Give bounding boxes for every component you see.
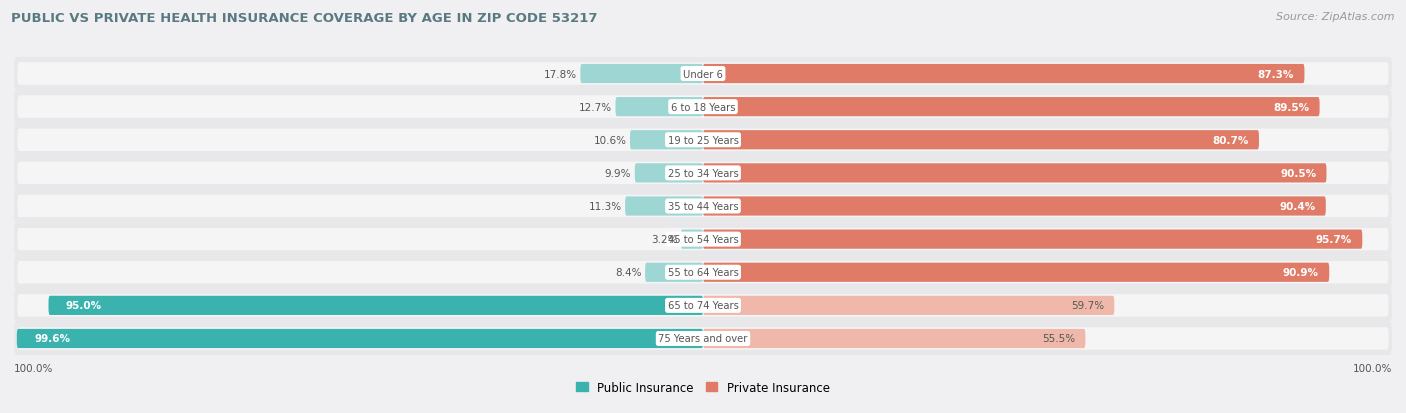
Text: 17.8%: 17.8% bbox=[544, 69, 576, 79]
FancyBboxPatch shape bbox=[14, 58, 1392, 91]
Text: 10.6%: 10.6% bbox=[593, 135, 627, 145]
Text: 65 to 74 Years: 65 to 74 Years bbox=[668, 301, 738, 311]
Text: 19 to 25 Years: 19 to 25 Years bbox=[668, 135, 738, 145]
FancyBboxPatch shape bbox=[645, 263, 703, 282]
FancyBboxPatch shape bbox=[14, 190, 1392, 223]
FancyBboxPatch shape bbox=[703, 230, 1362, 249]
FancyBboxPatch shape bbox=[14, 157, 1392, 190]
FancyBboxPatch shape bbox=[703, 197, 1326, 216]
Legend: Public Insurance, Private Insurance: Public Insurance, Private Insurance bbox=[571, 376, 835, 399]
Text: 59.7%: 59.7% bbox=[1071, 301, 1104, 311]
FancyBboxPatch shape bbox=[681, 230, 703, 249]
Text: 3.2%: 3.2% bbox=[651, 235, 678, 244]
FancyBboxPatch shape bbox=[17, 261, 1389, 284]
FancyBboxPatch shape bbox=[17, 129, 1389, 152]
FancyBboxPatch shape bbox=[703, 329, 1085, 348]
Text: 95.0%: 95.0% bbox=[66, 301, 101, 311]
FancyBboxPatch shape bbox=[14, 322, 1392, 355]
FancyBboxPatch shape bbox=[17, 63, 1389, 85]
FancyBboxPatch shape bbox=[17, 195, 1389, 218]
Text: 87.3%: 87.3% bbox=[1258, 69, 1294, 79]
FancyBboxPatch shape bbox=[616, 98, 703, 117]
FancyBboxPatch shape bbox=[14, 289, 1392, 322]
Text: 35 to 44 Years: 35 to 44 Years bbox=[668, 202, 738, 211]
Text: 8.4%: 8.4% bbox=[616, 268, 641, 278]
Text: 80.7%: 80.7% bbox=[1212, 135, 1249, 145]
Text: PUBLIC VS PRIVATE HEALTH INSURANCE COVERAGE BY AGE IN ZIP CODE 53217: PUBLIC VS PRIVATE HEALTH INSURANCE COVER… bbox=[11, 12, 598, 25]
FancyBboxPatch shape bbox=[626, 197, 703, 216]
Text: 45 to 54 Years: 45 to 54 Years bbox=[668, 235, 738, 244]
FancyBboxPatch shape bbox=[581, 65, 703, 84]
FancyBboxPatch shape bbox=[17, 228, 1389, 251]
FancyBboxPatch shape bbox=[703, 98, 1320, 117]
FancyBboxPatch shape bbox=[17, 162, 1389, 185]
Text: 100.0%: 100.0% bbox=[14, 363, 53, 373]
FancyBboxPatch shape bbox=[17, 328, 1389, 350]
FancyBboxPatch shape bbox=[17, 329, 703, 348]
FancyBboxPatch shape bbox=[14, 91, 1392, 124]
Text: 11.3%: 11.3% bbox=[589, 202, 621, 211]
FancyBboxPatch shape bbox=[634, 164, 703, 183]
Text: 90.9%: 90.9% bbox=[1282, 268, 1319, 278]
FancyBboxPatch shape bbox=[630, 131, 703, 150]
Text: 100.0%: 100.0% bbox=[1353, 363, 1392, 373]
Text: 99.6%: 99.6% bbox=[34, 334, 70, 344]
FancyBboxPatch shape bbox=[14, 124, 1392, 157]
FancyBboxPatch shape bbox=[703, 296, 1115, 315]
FancyBboxPatch shape bbox=[14, 256, 1392, 289]
Text: 90.5%: 90.5% bbox=[1279, 169, 1316, 178]
FancyBboxPatch shape bbox=[48, 296, 703, 315]
FancyBboxPatch shape bbox=[703, 65, 1305, 84]
Text: 6 to 18 Years: 6 to 18 Years bbox=[671, 102, 735, 112]
Text: 55 to 64 Years: 55 to 64 Years bbox=[668, 268, 738, 278]
FancyBboxPatch shape bbox=[703, 164, 1326, 183]
Text: Source: ZipAtlas.com: Source: ZipAtlas.com bbox=[1277, 12, 1395, 22]
Text: 75 Years and over: 75 Years and over bbox=[658, 334, 748, 344]
FancyBboxPatch shape bbox=[14, 223, 1392, 256]
Text: 95.7%: 95.7% bbox=[1316, 235, 1353, 244]
FancyBboxPatch shape bbox=[17, 96, 1389, 119]
FancyBboxPatch shape bbox=[17, 294, 1389, 317]
FancyBboxPatch shape bbox=[703, 263, 1329, 282]
Text: 89.5%: 89.5% bbox=[1274, 102, 1309, 112]
Text: 9.9%: 9.9% bbox=[605, 169, 631, 178]
Text: 12.7%: 12.7% bbox=[579, 102, 612, 112]
Text: 90.4%: 90.4% bbox=[1279, 202, 1316, 211]
Text: 55.5%: 55.5% bbox=[1042, 334, 1076, 344]
Text: Under 6: Under 6 bbox=[683, 69, 723, 79]
Text: 25 to 34 Years: 25 to 34 Years bbox=[668, 169, 738, 178]
FancyBboxPatch shape bbox=[703, 131, 1258, 150]
